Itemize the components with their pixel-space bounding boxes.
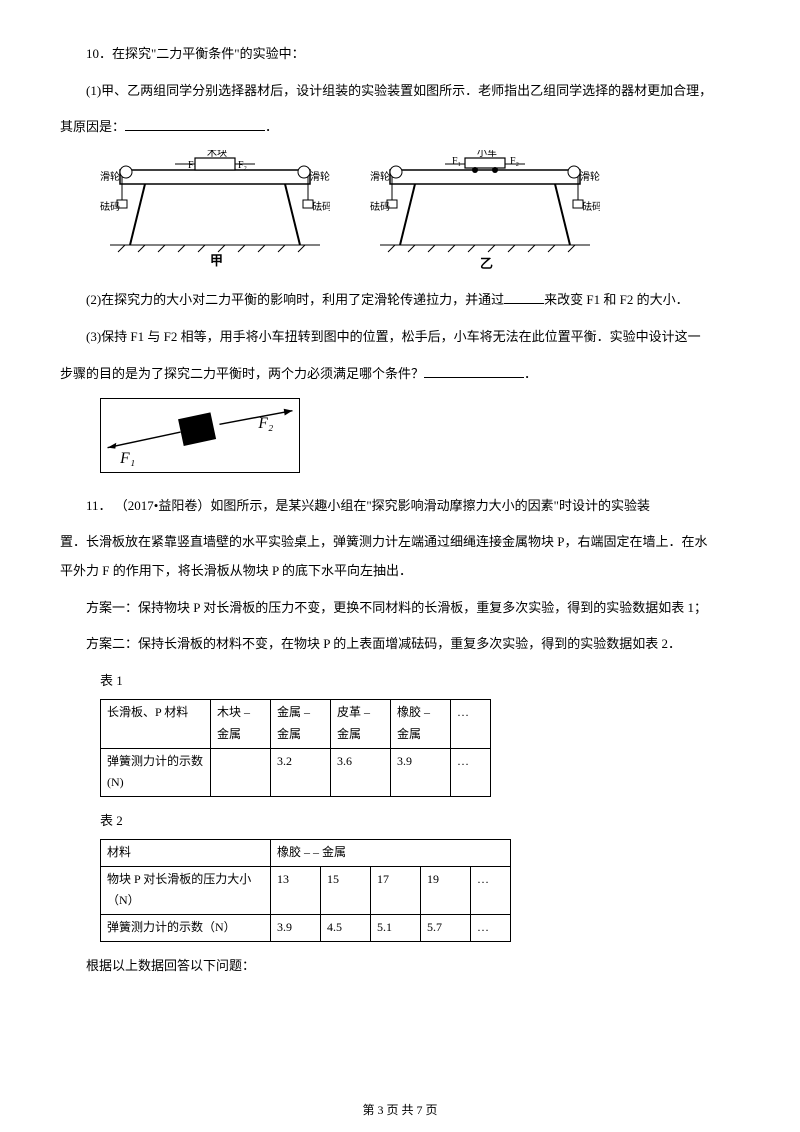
table-cell: 木块 – 金属 <box>211 700 271 748</box>
table-cell: 材料 <box>101 840 271 867</box>
table-cell: 3.2 <box>271 748 331 796</box>
table-row: 物块 P 对长滑板的压力大小（N）13151719… <box>101 866 511 914</box>
svg-text:滑轮: 滑轮 <box>580 170 600 183</box>
q10-p3-line: 步骤的目的是为了探究二力平衡时，两个力必须满足哪个条件？ ． <box>60 360 740 389</box>
table-cell: 皮革 – 金属 <box>331 700 391 748</box>
svg-text:砝码: 砝码 <box>312 200 330 213</box>
table-cell: 4.5 <box>321 915 371 942</box>
q11-plan1: 方案一：保持物块 P 对长滑板的压力不变，更换不同材料的长滑板，重复多次实验，得… <box>60 594 740 623</box>
table-cell: … <box>471 915 511 942</box>
q10-diagram-row: F₁ F₂ 木块 滑轮 滑轮 砝码 砝码 甲 <box>100 150 740 281</box>
svg-text:砝码: 砝码 <box>370 200 390 213</box>
table-cell: 弹簧测力计的示数(N) <box>101 748 211 796</box>
table-cell: 金属 – 金属 <box>271 700 331 748</box>
table-row: 弹簧测力计的示数（N）3.94.55.15.7… <box>101 915 511 942</box>
q10-p1c: ． <box>265 119 278 134</box>
table-cell: … <box>451 748 491 796</box>
q11-heading: 11． （2017•益阳卷）如图所示，是某兴趣小组在"探究影响滑动摩擦力大小的因… <box>60 492 740 521</box>
apparatus-yi: F₁ F₂ 小车 滑轮 滑轮 砝码 砝码 乙 <box>370 150 600 281</box>
table-cell: 5.7 <box>421 915 471 942</box>
q10-p1a: (1)甲、乙两组同学分别选择器材后，设计组装的实验装置如图所示．老师指出乙组同学… <box>60 77 740 106</box>
q10-blank2 <box>504 291 544 304</box>
svg-text:乙: 乙 <box>480 256 493 270</box>
table2: 材料橡胶 – – 金属 物块 P 对长滑板的压力大小（N）13151719… 弹… <box>100 839 511 941</box>
table-row: 长滑板、P 材料木块 – 金属金属 – 金属皮革 – 金属橡胶 – 金属… <box>101 700 491 748</box>
table-cell: 3.9 <box>391 748 451 796</box>
q10-p1b-line: 其原因是： ． <box>60 113 740 142</box>
q11-intro-c: 平外力 F 的作用下，将长滑板从物块 P 的底下水平向左抽出． <box>60 557 740 586</box>
svg-text:木块: 木块 <box>207 150 227 159</box>
q10-blank3 <box>424 365 524 378</box>
table-cell <box>211 748 271 796</box>
table1-label: 表 1 <box>100 667 740 696</box>
svg-text:F₂: F₂ <box>257 415 274 432</box>
svg-text:滑轮: 滑轮 <box>310 170 330 183</box>
table-cell: 长滑板、P 材料 <box>101 700 211 748</box>
table-cell: 弹簧测力计的示数（N） <box>101 915 271 942</box>
table-cell: 物块 P 对长滑板的压力大小（N） <box>101 866 271 914</box>
tilt-diagram: F₁ F₂ <box>100 398 300 473</box>
apparatus-jia-svg: F₁ F₂ 木块 滑轮 滑轮 砝码 砝码 甲 <box>100 150 330 270</box>
svg-text:F₁: F₁ <box>119 450 135 467</box>
q11-intro-b: 置．长滑板放在紧靠竖直墙壁的水平实验桌上，弹簧测力计左端通过细绳连接金属物块 P… <box>60 528 740 557</box>
table-row: 弹簧测力计的示数(N) 3.23.63.9… <box>101 748 491 796</box>
table-cell: 3.9 <box>271 915 321 942</box>
svg-text:F₁: F₁ <box>188 160 197 171</box>
q10-title: ．在探究"二力平衡条件"的实验中： <box>99 46 305 61</box>
table-cell: 17 <box>371 866 421 914</box>
q10-p3b: 步骤的目的是为了探究二力平衡时，两个力必须满足哪个条件？ <box>60 366 424 381</box>
q10-heading: 10．在探究"二力平衡条件"的实验中： <box>60 40 740 69</box>
q10-p1b: 其原因是： <box>60 119 125 134</box>
q11-title: ． （2017•益阳卷）如图所示，是某兴趣小组在"探究影响滑动摩擦力大小的因素"… <box>99 498 650 513</box>
svg-text:F₂: F₂ <box>238 160 247 171</box>
table-cell: 15 <box>321 866 371 914</box>
svg-text:小车: 小车 <box>477 150 497 159</box>
q11-plan2: 方案二：保持长滑板的材料不变，在物块 P 的上表面增减砝码，重复多次实验，得到的… <box>60 630 740 659</box>
svg-text:砝码: 砝码 <box>100 200 120 213</box>
table-cell: 橡胶 – – 金属 <box>271 840 511 867</box>
q10-p3a: (3)保持 F1 与 F2 相等，用手将小车扭转到图中的位置，松手后，小车将无法… <box>60 323 740 352</box>
apparatus-jia: F₁ F₂ 木块 滑轮 滑轮 砝码 砝码 甲 <box>100 150 330 281</box>
table-cell: … <box>471 866 511 914</box>
table-cell: 19 <box>421 866 471 914</box>
svg-text:砝码: 砝码 <box>582 200 600 213</box>
table2-label: 表 2 <box>100 807 740 836</box>
q10-p3c: ． <box>524 366 537 381</box>
table-cell: … <box>451 700 491 748</box>
q10-p2b: 来改变 F1 和 F2 的大小． <box>544 292 688 307</box>
table-cell: 5.1 <box>371 915 421 942</box>
table-cell: 3.6 <box>331 748 391 796</box>
q10-blank1 <box>125 118 265 131</box>
apparatus-yi-svg: F₁ F₂ 小车 滑轮 滑轮 砝码 砝码 乙 <box>370 150 600 270</box>
svg-text:F₁: F₁ <box>452 156 461 167</box>
table-cell: 13 <box>271 866 321 914</box>
q10-number: 10 <box>86 46 99 61</box>
svg-text:滑轮: 滑轮 <box>100 170 120 183</box>
svg-text:F₂: F₂ <box>510 156 519 167</box>
table-row: 材料橡胶 – – 金属 <box>101 840 511 867</box>
table-cell: 橡胶 – 金属 <box>391 700 451 748</box>
q11-number: 11 <box>86 498 99 513</box>
q11-closing: 根据以上数据回答以下问题： <box>60 952 740 981</box>
table1: 长滑板、P 材料木块 – 金属金属 – 金属皮革 – 金属橡胶 – 金属… 弹簧… <box>100 699 491 796</box>
page-footer: 第 3 页 共 7 页 <box>0 1104 800 1116</box>
q10-p2: (2)在探究力的大小对二力平衡的影响时，利用了定滑轮传递拉力，并通过 来改变 F1… <box>60 286 740 315</box>
svg-text:滑轮: 滑轮 <box>370 170 390 183</box>
svg-text:甲: 甲 <box>210 253 223 268</box>
q10-p2a: (2)在探究力的大小对二力平衡的影响时，利用了定滑轮传递拉力，并通过 <box>86 292 504 307</box>
